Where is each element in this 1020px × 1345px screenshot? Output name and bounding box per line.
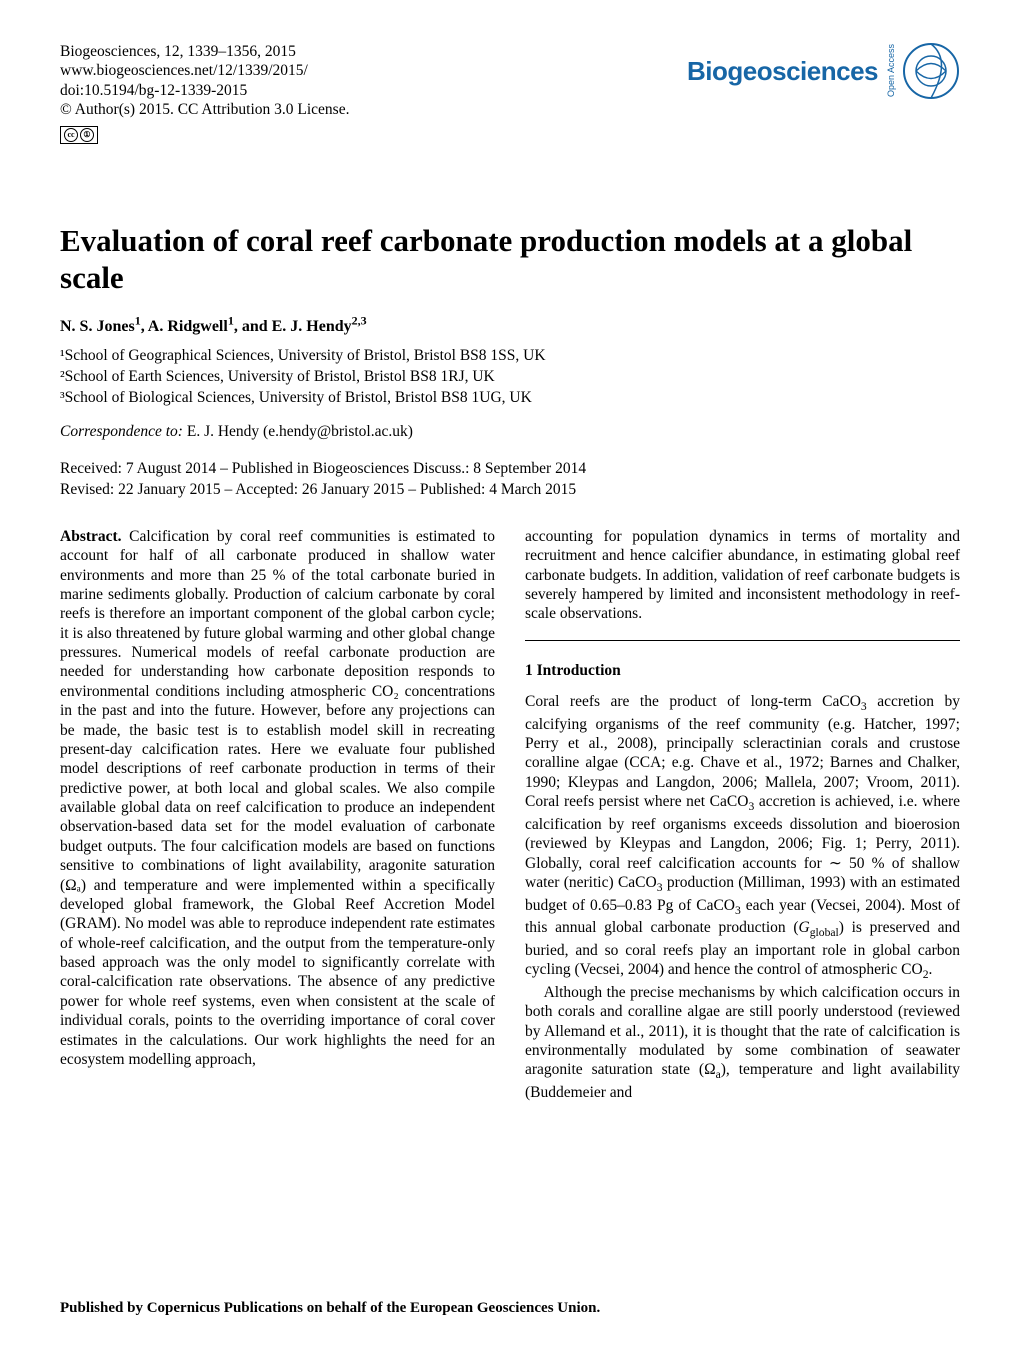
dates-line-2: Revised: 22 January 2015 – Accepted: 26 … — [60, 480, 960, 501]
publisher-footer: Published by Copernicus Publications on … — [60, 1300, 960, 1317]
correspondence-label: Correspondence to: — [60, 423, 183, 440]
intro-para-1: Coral reefs are the product of long-term… — [525, 692, 960, 983]
abstract-text: Calcification by coral reef communities … — [60, 528, 495, 1068]
intro-heading: 1 Introduction — [525, 661, 960, 680]
affiliations: ¹School of Geographical Sciences, Univer… — [60, 346, 960, 409]
correspondence: Correspondence to: E. J. Hendy (e.hendy@… — [60, 423, 960, 441]
section-divider — [525, 640, 960, 641]
header-meta: Biogeosciences, 12, 1339–1356, 2015 www.… — [60, 42, 349, 144]
page: Biogeosciences, 12, 1339–1356, 2015 www.… — [0, 0, 1020, 1345]
cc-icon: cc — [64, 128, 78, 142]
correspondence-value: E. J. Hendy (e.hendy@bristol.ac.uk) — [183, 423, 413, 440]
doi-line: doi:10.5194/bg-12-1339-2015 — [60, 81, 349, 100]
article-title: Evaluation of coral reef carbonate produ… — [60, 222, 960, 296]
license-line: © Author(s) 2015. CC Attribution 3.0 Lic… — [60, 100, 349, 119]
author-list: N. S. Jones1, A. Ridgwell1, and E. J. He… — [60, 314, 960, 336]
journal-branding: Biogeosciences Open Access — [687, 42, 960, 100]
header: Biogeosciences, 12, 1339–1356, 2015 www.… — [60, 42, 960, 144]
url-line: www.biogeosciences.net/12/1339/2015/ — [60, 61, 349, 80]
publication-dates: Received: 7 August 2014 – Published in B… — [60, 459, 960, 501]
body-columns: Abstract. Calcification by coral reef co… — [60, 527, 960, 1103]
right-column: accounting for population dynamics in te… — [525, 527, 960, 1103]
by-icon: ① — [80, 128, 94, 142]
affiliation-1: ¹School of Geographical Sciences, Univer… — [60, 346, 960, 367]
cc-badge-icon: cc ① — [60, 126, 98, 144]
journal-name: Biogeosciences — [687, 56, 878, 87]
open-access-label: Open Access — [886, 44, 896, 97]
citation-line: Biogeosciences, 12, 1339–1356, 2015 — [60, 42, 349, 61]
left-column: Abstract. Calcification by coral reef co… — [60, 527, 495, 1103]
author-names: N. S. Jones1, A. Ridgwell1, and E. J. He… — [60, 318, 367, 335]
abstract-continued: accounting for population dynamics in te… — [525, 527, 960, 624]
dates-line-1: Received: 7 August 2014 – Published in B… — [60, 459, 960, 480]
egu-logo-icon — [902, 42, 960, 100]
abstract-paragraph: Abstract. Calcification by coral reef co… — [60, 527, 495, 1070]
abstract-label: Abstract. — [60, 528, 122, 545]
affiliation-3: ³School of Biological Sciences, Universi… — [60, 388, 960, 409]
intro-para-2: Although the precise mechanisms by which… — [525, 983, 960, 1103]
affiliation-2: ²School of Earth Sciences, University of… — [60, 367, 960, 388]
